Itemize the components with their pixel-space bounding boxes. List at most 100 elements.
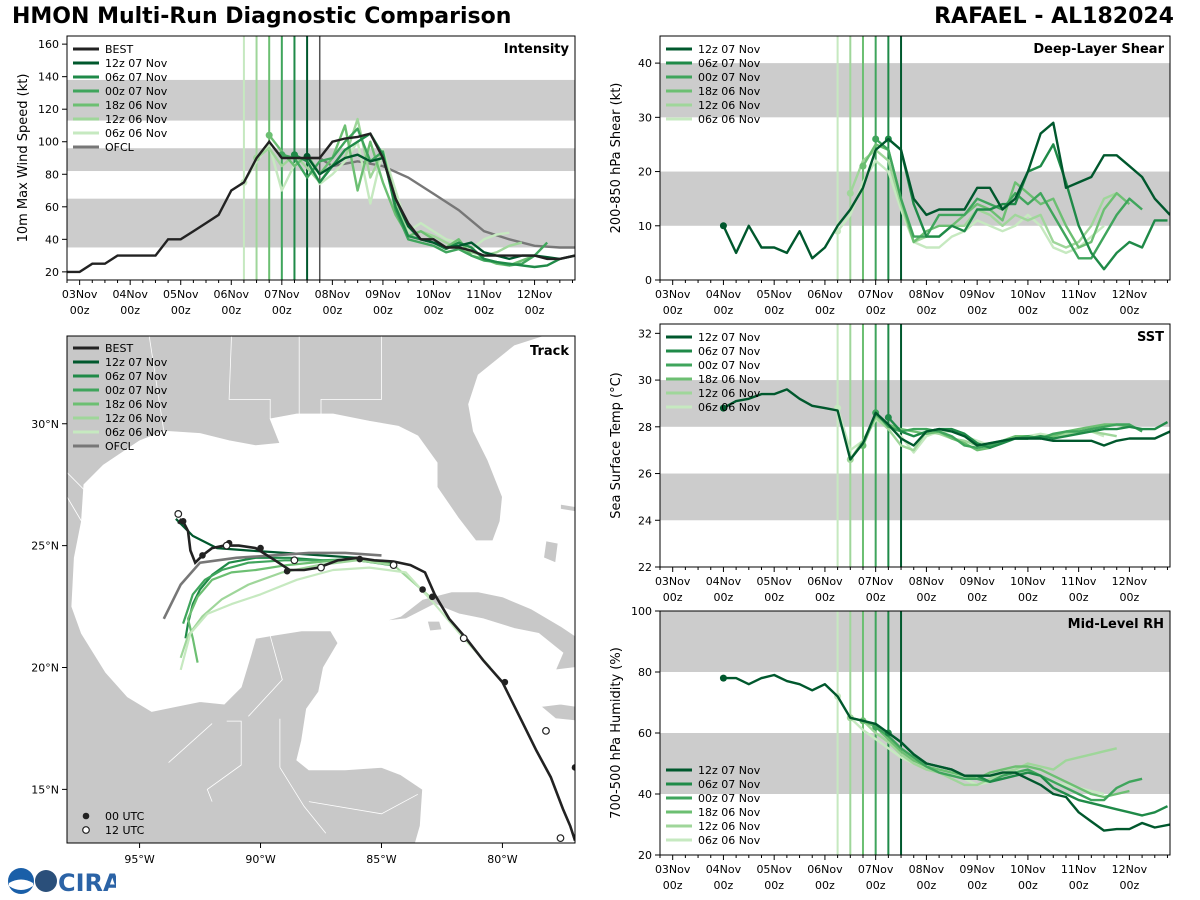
legend-label: OFCL	[105, 440, 135, 453]
legend-label: 06z 07 Nov	[698, 345, 761, 358]
x-tick-sublabel: 00z	[1069, 591, 1089, 604]
x-tick-label: 03Nov	[655, 575, 691, 588]
legend-label: 00z 07 Nov	[698, 359, 761, 372]
x-tick-sublabel: 00z	[815, 879, 835, 892]
y-tick-label: 20	[638, 166, 652, 179]
x-tick-sublabel: 00z	[373, 304, 393, 317]
lon-tick-label: 80°W	[487, 853, 517, 866]
legend-label: 00z 07 Nov	[105, 85, 168, 98]
x-tick-label: 09Nov	[959, 288, 995, 301]
x-tick-label: 04Nov	[706, 575, 742, 588]
series-start-marker-1	[884, 413, 892, 421]
x-tick-sublabel: 00z	[120, 304, 140, 317]
x-tick-sublabel: 00z	[714, 879, 734, 892]
x-tick-label: 12Nov	[1112, 575, 1148, 588]
shaded-band-1	[660, 380, 1170, 427]
x-tick-sublabel: 00z	[272, 304, 292, 317]
x-tick-sublabel: 00z	[815, 304, 835, 317]
legend-label: 12z 06 Nov	[698, 99, 761, 112]
legend-label: 06z 07 Nov	[698, 778, 761, 791]
x-tick-sublabel: 00z	[866, 879, 886, 892]
legend-label: 18z 06 Nov	[698, 373, 761, 386]
y-tick-label: 60	[45, 201, 59, 214]
series-line-4	[850, 716, 1117, 787]
best-line	[67, 132, 575, 274]
x-tick-label: 11Nov	[466, 288, 502, 301]
plot-area	[67, 36, 575, 280]
x-tick-sublabel: 00z	[70, 304, 90, 317]
y-axis-label: 700-500 hPa Humidity (%)	[609, 647, 624, 819]
x-tick-sublabel: 00z	[221, 304, 241, 317]
x-tick-label: 06Nov	[214, 288, 250, 301]
legend-label: 12z 06 Nov	[698, 387, 761, 400]
y-tick-label: 26	[638, 468, 652, 481]
x-tick-label: 12Nov	[1112, 288, 1148, 301]
axes-frame	[66, 335, 576, 844]
best-00utc-marker	[257, 544, 264, 552]
x-tick-label: 07Nov	[858, 288, 894, 301]
x-tick-label: 06Nov	[807, 575, 843, 588]
y-tick-label: 140	[38, 71, 59, 84]
series-start-marker-1	[290, 151, 298, 159]
y-tick-label: 0	[645, 274, 652, 287]
legend-label: 06z 06 Nov	[105, 426, 168, 439]
series-line-2	[875, 725, 1143, 802]
legend-label: 06z 06 Nov	[698, 834, 761, 847]
x-tick-label: 11Nov	[1061, 288, 1097, 301]
x-tick-sublabel: 00z	[1018, 304, 1038, 317]
x-tick-sublabel: 00z	[663, 879, 683, 892]
plot-area	[660, 611, 1170, 855]
border-line-8	[168, 723, 213, 763]
y-tick-label: 40	[638, 788, 652, 801]
y-axis-label: 200-850 hPa Shear (kt)	[609, 83, 624, 234]
x-tick-sublabel: 00z	[714, 591, 734, 604]
x-tick-sublabel: 00z	[764, 879, 784, 892]
border-line-7	[67, 471, 92, 498]
y-tick-label: 60	[638, 727, 652, 740]
best-12utc-marker	[317, 563, 325, 572]
legend-label: 12z 06 Nov	[698, 820, 761, 833]
y-axis-label: Sea Surface Temp (°C)	[609, 372, 624, 519]
lon-tick-label: 85°W	[366, 853, 396, 866]
legend-12utc-marker	[82, 826, 90, 834]
legend-label: 18z 06 Nov	[105, 99, 168, 112]
best-00utc-marker	[199, 552, 206, 559]
x-tick-sublabel: 00z	[663, 591, 683, 604]
legend-label: 12z 07 Nov	[105, 356, 168, 369]
legend-label: 12z 07 Nov	[698, 764, 761, 777]
axes-frame	[66, 35, 576, 281]
x-tick-sublabel: 00z	[967, 304, 987, 317]
legend-00utc-marker	[82, 812, 90, 820]
y-tick-label: 120	[38, 103, 59, 116]
x-tick-label: 08Nov	[909, 288, 945, 301]
cira-logo: CIRA	[6, 866, 122, 897]
y-tick-label: 160	[38, 38, 59, 51]
best-00utc-marker	[501, 678, 509, 686]
x-tick-label: 06Nov	[807, 288, 843, 301]
track-ofcl	[162, 551, 382, 620]
track-run-0	[175, 518, 394, 567]
x-tick-label: 03Nov	[655, 863, 691, 876]
series-start-marker-2	[872, 135, 880, 143]
y-tick-label: 80	[638, 666, 652, 679]
x-tick-label: 08Nov	[909, 575, 945, 588]
lon-tick-label: 95°W	[124, 853, 154, 866]
best-12utc-marker	[542, 726, 550, 735]
legend-label: 12z 07 Nov	[698, 43, 761, 56]
best-12utc-marker	[222, 541, 231, 550]
x-tick-label: 12Nov	[1112, 863, 1148, 876]
panel-title: Intensity	[504, 42, 570, 57]
panel-track: 95°W 90°W 85°W 80°W 15°N 20°N 25°N 30°N Track BES…	[31, 335, 576, 866]
legend-label: 00z 07 Nov	[698, 792, 761, 805]
lon-tick-label: 90°W	[245, 853, 275, 866]
x-tick-sublabel: 00z	[866, 304, 886, 317]
x-tick-label: 04Nov	[112, 288, 148, 301]
cira-logo-text: CIRA	[58, 869, 116, 896]
x-tick-sublabel: 00z	[917, 304, 937, 317]
shaded-band-0	[67, 198, 575, 248]
panel-sst: 03Nov 00z 04Nov 00z 05Nov 00z 06Nov 00z 07Nov 00z…	[609, 323, 1171, 604]
x-tick-label: 07Nov	[264, 288, 300, 301]
land-polygon-5	[543, 540, 559, 564]
